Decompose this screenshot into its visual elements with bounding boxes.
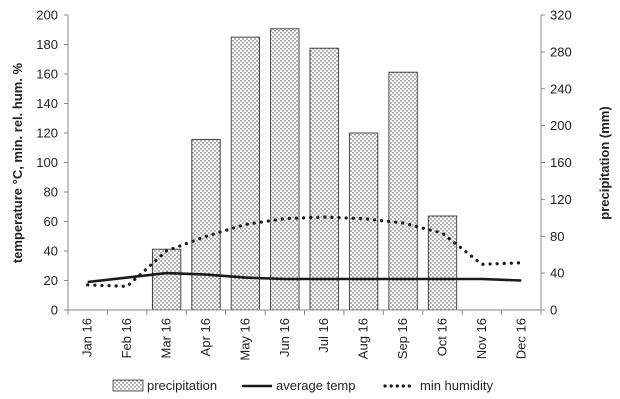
right-tick-label: 80: [550, 229, 564, 244]
left-tick-label: 120: [36, 126, 58, 141]
left-tick-label: 200: [36, 8, 58, 23]
x-tick-label: Dec 16: [513, 318, 528, 359]
x-tick-label: Mar 16: [159, 318, 174, 358]
legend-min-humidity-label: min humidity: [420, 378, 493, 393]
x-tick-label: May 16: [237, 318, 252, 361]
left-axis-title: temperature °C, min. rel. hum. %: [10, 62, 25, 263]
x-tick-label: Apr 16: [198, 318, 213, 356]
left-tick-label: 100: [36, 155, 58, 170]
precipitation-bars: [151, 28, 458, 311]
legend-precipitation-swatch: [112, 379, 144, 392]
right-axis-title: precipitation (mm): [597, 106, 612, 219]
tick-labels: 0 20 40 60 80 100 120 140 160 180 200 0 40 80 120 160 20…: [36, 8, 571, 361]
left-tick-label: 160: [36, 67, 58, 82]
left-tick-label: 180: [36, 37, 58, 52]
bar-precipitation-jun-16: [270, 28, 300, 311]
legend-precipitation-label: precipitation: [147, 378, 217, 393]
line-series: [86, 215, 523, 289]
x-tick-label: Jan 16: [80, 318, 95, 357]
axes: [64, 14, 545, 315]
left-tick-label: 80: [44, 185, 58, 200]
right-tick-label: 0: [550, 303, 557, 318]
right-tick-label: 320: [550, 8, 572, 23]
x-tick-label: Jul 16: [316, 318, 331, 353]
bar-precipitation-jul-16: [309, 47, 339, 311]
x-tick-label: Nov 16: [474, 318, 489, 359]
left-tick-label: 0: [51, 303, 58, 318]
legend-average-temp-label: average temp: [276, 378, 356, 393]
legend: precipitation average temp min humidity: [112, 378, 493, 393]
x-tick-label: Aug 16: [356, 318, 371, 359]
left-tick-label: 60: [44, 214, 58, 229]
bar-precipitation-oct-16: [427, 215, 458, 311]
left-tick-label: 140: [36, 96, 58, 111]
right-tick-label: 40: [550, 266, 564, 281]
bar-precipitation-mar-16: [151, 248, 182, 311]
x-tick-label: Sep 16: [395, 318, 410, 359]
right-tick-label: 160: [550, 155, 572, 170]
bar-precipitation-aug-16: [348, 132, 379, 311]
right-tick-label: 120: [550, 192, 572, 207]
left-tick-label: 40: [44, 244, 58, 259]
bar-precipitation-sep-16: [388, 71, 418, 311]
right-tick-label: 200: [550, 118, 572, 133]
x-tick-label: Oct 16: [434, 318, 449, 356]
x-tick-label: Jun 16: [277, 318, 292, 357]
right-tick-label: 280: [550, 44, 572, 59]
bar-precipitation-may-16: [230, 36, 261, 311]
x-tick-label: Feb 16: [119, 318, 134, 358]
bar-precipitation-apr-16: [191, 139, 221, 311]
right-tick-label: 240: [550, 81, 572, 96]
left-tick-label: 20: [44, 273, 58, 288]
line-average-temp: [87, 271, 522, 284]
line-min-humidity: [86, 215, 523, 289]
